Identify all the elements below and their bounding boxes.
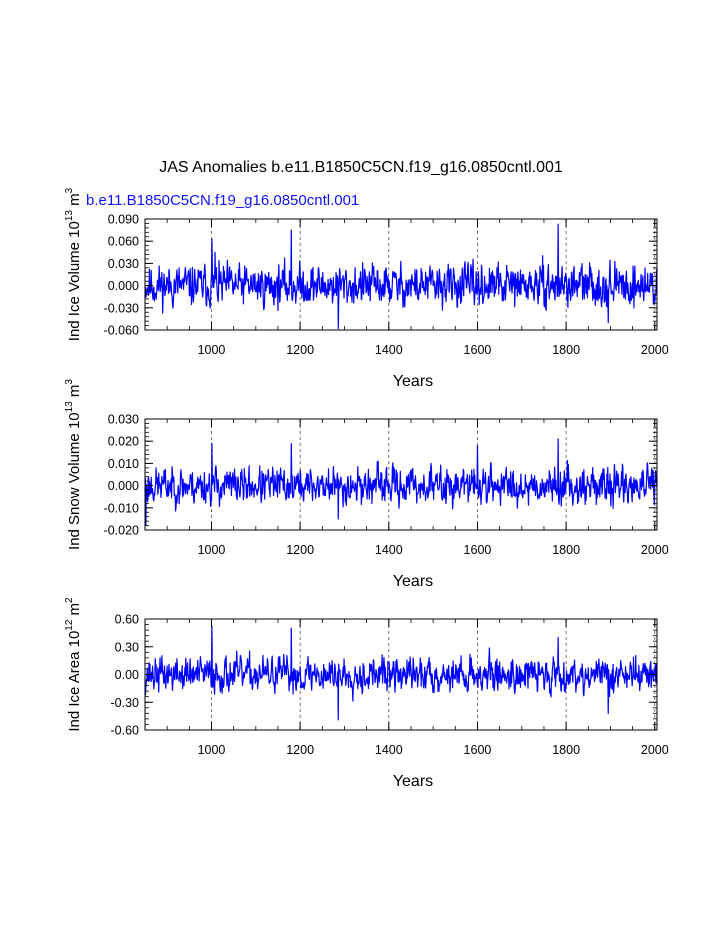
y-tick-label: 0.020 — [108, 435, 139, 449]
y-label-superscript: 12 — [64, 619, 75, 631]
x-tick-label: 1600 — [464, 543, 492, 557]
y-label-text: m — [66, 193, 83, 210]
figure-title: JAS Anomalies b.e11.B1850C5CN.f19_g16.08… — [159, 159, 563, 176]
x-tick-label: 1200 — [286, 343, 314, 357]
chart-panel-1: 1000 1200 1400 1600 1800 2000 -0.060 -0.030 0.00… — [64, 187, 669, 390]
x-tick-label: 1200 — [286, 543, 314, 557]
y-axis-label: Ind Ice Volume 1013 m3 — [64, 187, 83, 341]
x-axis-label: Years — [393, 573, 433, 590]
y-tick-label: 0.000 — [108, 279, 139, 293]
x-tick-label: 1400 — [375, 743, 403, 757]
y-tick-label: 0.30 — [115, 640, 139, 654]
y-tick-label: -0.010 — [104, 501, 139, 515]
y-label-superscript: 13 — [64, 210, 75, 222]
y-label-text: Ind Ice Volume 10 — [66, 221, 83, 341]
x-tick-label: 1200 — [286, 743, 314, 757]
y-tick-label: -0.020 — [104, 524, 139, 538]
x-tick-label: 1400 — [375, 543, 403, 557]
x-tick-label: 1800 — [552, 743, 580, 757]
chart-panels: 1000 1200 1400 1600 1800 2000 -0.060 -0.030 0.00… — [64, 187, 669, 790]
series-line-ind-ice-area — [144, 625, 658, 721]
x-tick-label: 1800 — [552, 543, 580, 557]
y-label-superscript: 13 — [64, 401, 75, 413]
y-tick-label: -0.30 — [111, 696, 140, 710]
y-tick-label: 0.010 — [108, 457, 139, 471]
y-label-superscript: 3 — [64, 379, 75, 385]
y-label-text: Ind Ice Area 10 — [66, 631, 83, 732]
y-label-text: m — [66, 603, 83, 620]
y-tick-label: -0.060 — [104, 324, 139, 338]
x-axis-label: Years — [393, 373, 433, 390]
x-tick-label: 2000 — [641, 343, 669, 357]
x-tick-label: 1600 — [464, 343, 492, 357]
plot-frame — [144, 418, 658, 531]
y-tick-label: 0.030 — [108, 257, 139, 271]
y-label-text: Ind Snow Volume 10 — [66, 412, 83, 550]
series-line-ind-snow-volume — [144, 438, 658, 527]
y-axis-label: Ind Snow Volume 1013 m3 — [64, 379, 83, 550]
x-tick-label: 2000 — [641, 743, 669, 757]
y-axis-label: Ind Ice Area 1012 m2 — [64, 597, 83, 732]
plot-frame — [144, 218, 658, 331]
x-tick-label: 1400 — [375, 343, 403, 357]
x-tick-label: 1800 — [552, 343, 580, 357]
x-tick-label: 1000 — [198, 743, 226, 757]
chart-panel-2: 1000 1200 1400 1600 1800 2000 -0.020 -0.010 0.00… — [64, 379, 669, 590]
y-tick-label: 0.00 — [115, 668, 139, 682]
y-tick-label: 0.060 — [108, 235, 139, 249]
y-tick-label: 0.60 — [115, 613, 139, 627]
y-tick-label: 0.090 — [108, 213, 139, 227]
y-tick-label: -0.030 — [104, 301, 139, 315]
x-tick-label: 2000 — [641, 543, 669, 557]
chart-panel-3: 1000 1200 1400 1600 1800 2000 -0.60 -0.30 0.00 0.… — [64, 597, 669, 790]
y-label-superscript: 2 — [64, 597, 75, 603]
y-tick-label: 0.030 — [108, 413, 139, 427]
y-label-text: m — [66, 385, 83, 402]
y-label-superscript: 3 — [64, 187, 75, 193]
x-tick-label: 1600 — [464, 743, 492, 757]
figure-subtitle: b.e11.B1850C5CN.f19_g16.0850cntl.001 — [86, 192, 359, 209]
x-tick-label: 1000 — [198, 543, 226, 557]
series-line-ind-ice-volume — [144, 223, 658, 330]
x-tick-label: 1000 — [198, 343, 226, 357]
x-axis-label: Years — [393, 773, 433, 790]
y-tick-label: -0.60 — [111, 724, 140, 738]
y-tick-label: 0.000 — [108, 479, 139, 493]
